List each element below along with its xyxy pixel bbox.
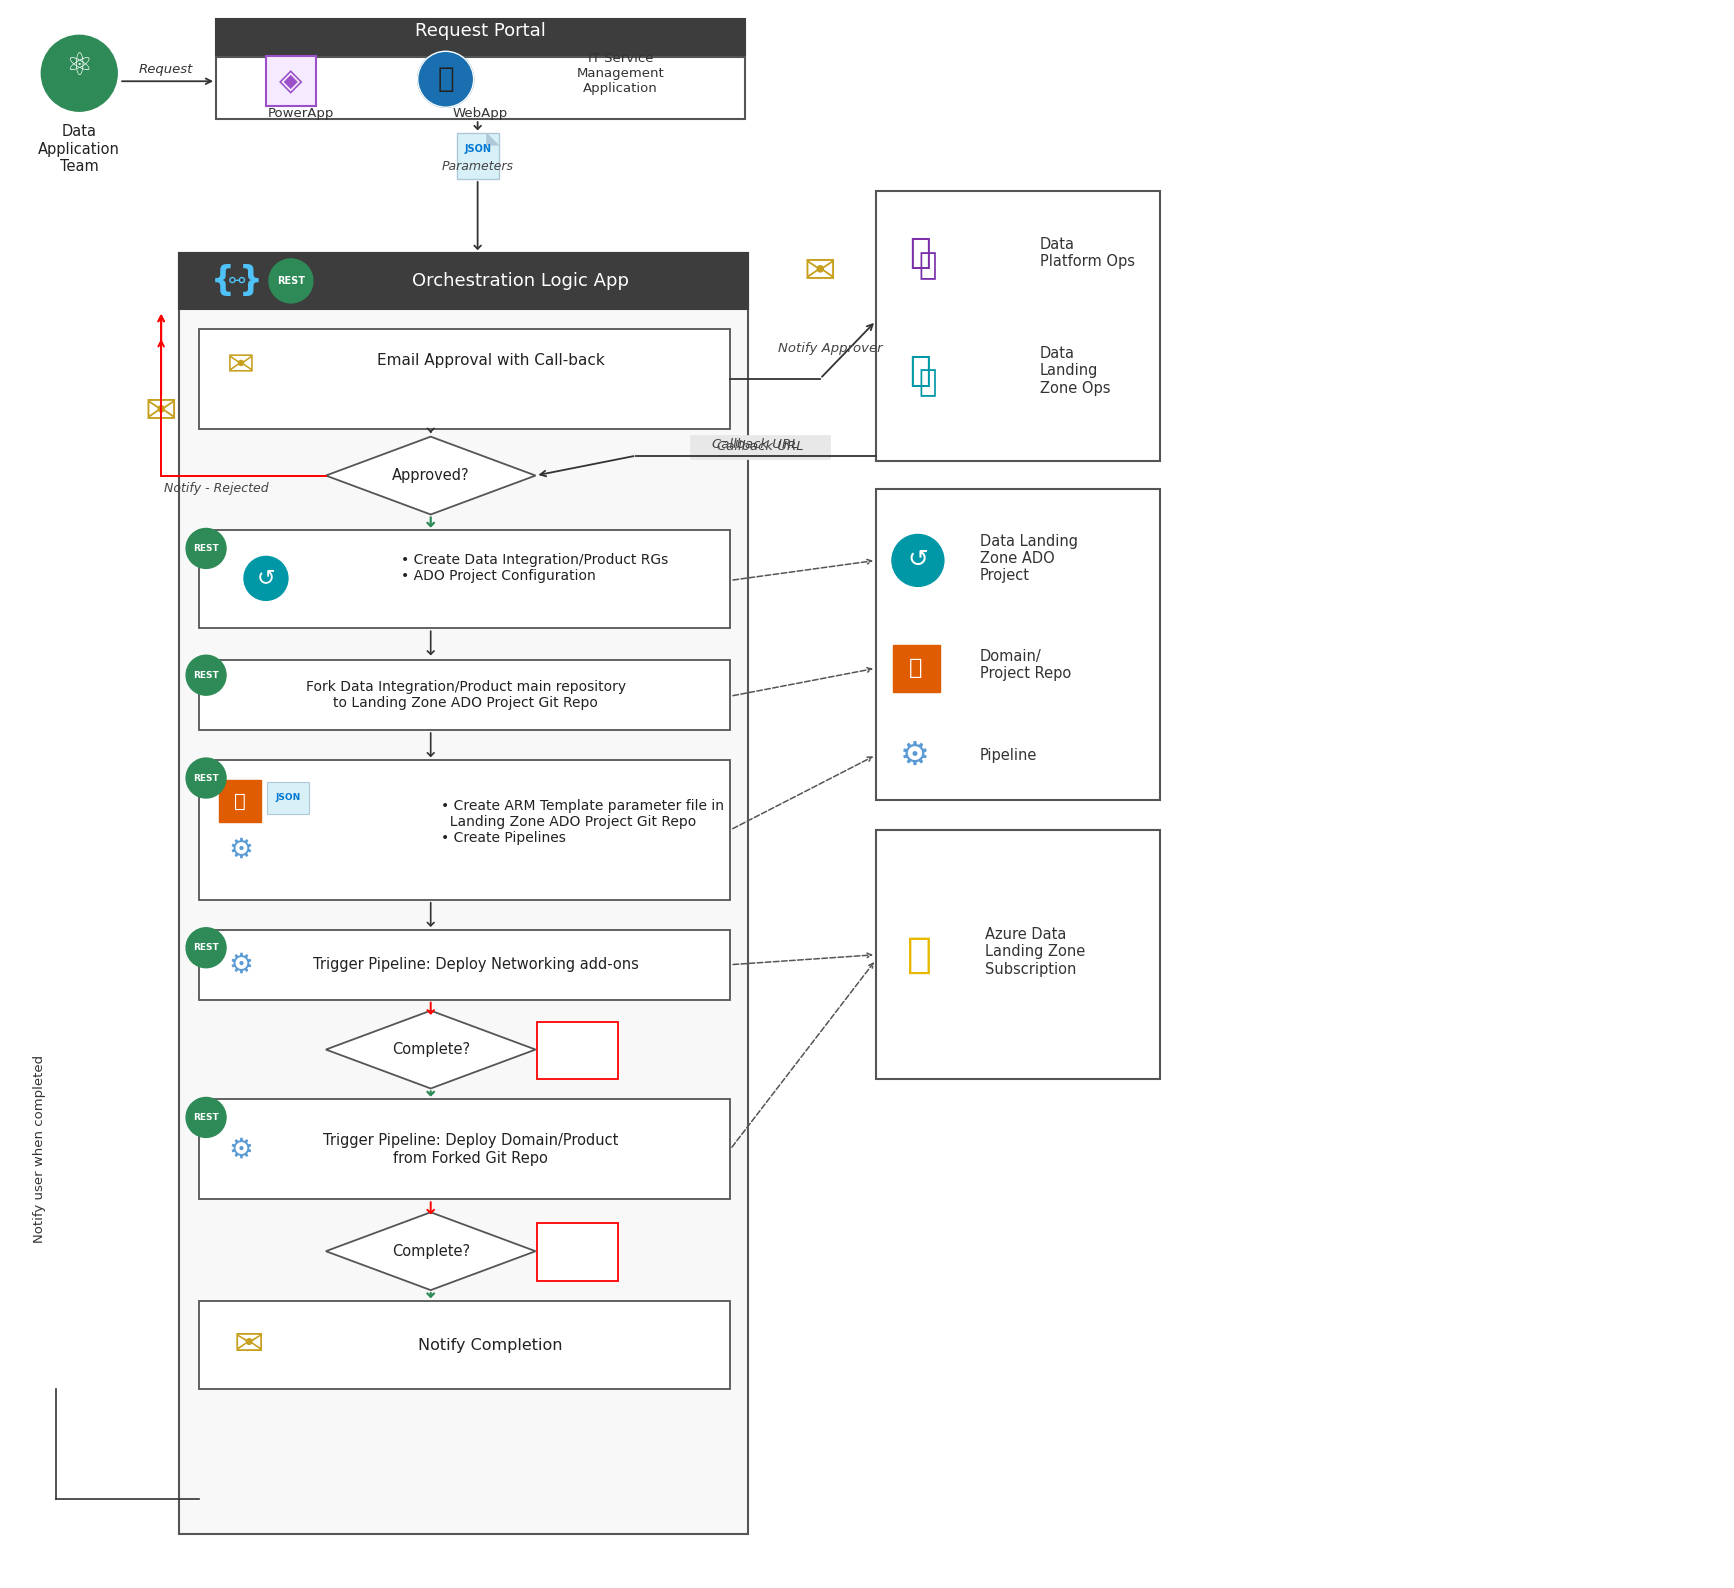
Text: ↺: ↺ — [257, 569, 276, 589]
Text: Fork Data Integration/Product main repository
to Landing Zone ADO Project Git Re: Fork Data Integration/Product main repos… — [305, 680, 626, 710]
Text: 🔑: 🔑 — [907, 934, 933, 975]
Text: Data
Application
Team: Data Application Team — [38, 124, 120, 175]
Text: ⚙: ⚙ — [900, 738, 929, 772]
Text: ⚙: ⚙ — [229, 951, 253, 978]
Bar — [876, 489, 1160, 800]
Polygon shape — [326, 1212, 536, 1289]
Text: ✉: ✉ — [146, 392, 177, 430]
Bar — [199, 661, 730, 730]
Text: 🌐: 🌐 — [437, 65, 454, 94]
Text: Approved?: Approved? — [392, 468, 470, 483]
Text: Callback URL: Callback URL — [713, 438, 798, 451]
Bar — [893, 645, 940, 692]
Text: Notify user when completed: Notify user when completed — [33, 1056, 45, 1243]
Text: PowerApp: PowerApp — [267, 106, 335, 119]
Text: Data
Platform Ops: Data Platform Ops — [1040, 237, 1134, 268]
Text: IT Service
Management
Application: IT Service Management Application — [576, 52, 664, 95]
Text: ◈: ◈ — [279, 67, 303, 95]
Text: REST: REST — [192, 1113, 218, 1123]
Text: }: } — [239, 264, 264, 297]
Polygon shape — [487, 133, 499, 145]
Text: • Create Data Integration/Product RGs
• ADO Project Configuration: • Create Data Integration/Product RGs • … — [401, 553, 668, 583]
Text: JSON: JSON — [465, 145, 491, 154]
Text: REST: REST — [192, 943, 218, 953]
Text: Trigger Pipeline: Deploy Domain/Product
from Forked Git Repo: Trigger Pipeline: Deploy Domain/Product … — [323, 1134, 619, 1166]
Text: REST: REST — [192, 773, 218, 783]
Polygon shape — [326, 1010, 536, 1088]
Text: ⚛: ⚛ — [66, 52, 94, 81]
Bar — [217, 19, 746, 119]
Text: ⚙: ⚙ — [229, 835, 253, 864]
Circle shape — [244, 556, 288, 600]
Text: Notify - Rejected: Notify - Rejected — [163, 483, 269, 495]
Text: Email Approval with Call-back: Email Approval with Call-back — [376, 353, 605, 368]
Text: Request: Request — [139, 64, 192, 76]
Text: REST: REST — [192, 670, 218, 680]
Text: Pipeline: Pipeline — [980, 748, 1037, 762]
Circle shape — [186, 927, 225, 967]
Text: ✉: ✉ — [234, 1328, 264, 1363]
Text: JSON: JSON — [276, 794, 300, 802]
Text: ⑂: ⑂ — [909, 657, 922, 678]
Text: 👤: 👤 — [919, 251, 936, 281]
Bar — [267, 781, 309, 815]
Bar — [536, 1223, 619, 1282]
Text: Data
Landing
Zone Ops: Data Landing Zone Ops — [1040, 346, 1110, 395]
Text: ⚙: ⚙ — [229, 1135, 253, 1164]
Text: {: { — [212, 264, 234, 297]
Text: ✉: ✉ — [227, 349, 255, 383]
Text: Notify Approver: Notify Approver — [779, 343, 883, 356]
Text: Notify Completion: Notify Completion — [418, 1337, 564, 1353]
Text: ⛑: ⛑ — [909, 237, 931, 270]
Bar — [179, 252, 747, 308]
Bar — [876, 191, 1160, 461]
Text: Complete?: Complete? — [392, 1042, 470, 1058]
Text: ⑂: ⑂ — [234, 791, 246, 810]
Circle shape — [418, 51, 473, 108]
Circle shape — [186, 529, 225, 569]
Bar — [456, 133, 499, 179]
Text: Complete?: Complete? — [392, 1243, 470, 1259]
Text: ↺: ↺ — [907, 548, 928, 572]
Bar — [217, 57, 746, 119]
Bar — [199, 329, 730, 429]
Text: Data Landing
Zone ADO
Project: Data Landing Zone ADO Project — [980, 534, 1079, 583]
Circle shape — [42, 35, 118, 111]
Bar — [536, 1021, 619, 1080]
Text: Domain/
Project Repo: Domain/ Project Repo — [980, 649, 1072, 681]
Circle shape — [186, 656, 225, 696]
Text: WebApp: WebApp — [453, 106, 508, 119]
Bar — [218, 780, 262, 823]
Text: ⚯: ⚯ — [229, 272, 244, 291]
Text: Callback URL: Callback URL — [716, 440, 803, 453]
Text: Azure Data
Landing Zone
Subscription: Azure Data Landing Zone Subscription — [985, 927, 1085, 977]
Circle shape — [891, 535, 943, 586]
Polygon shape — [326, 437, 536, 515]
Bar — [265, 56, 316, 106]
Text: REST: REST — [277, 276, 305, 286]
Text: 👤: 👤 — [919, 368, 936, 397]
Text: Parameters: Parameters — [442, 160, 513, 173]
Bar — [199, 761, 730, 900]
Circle shape — [186, 757, 225, 799]
Bar — [876, 831, 1160, 1080]
Bar — [179, 252, 747, 1534]
Text: Trigger Pipeline: Deploy Networking add-ons: Trigger Pipeline: Deploy Networking add-… — [312, 958, 638, 972]
Bar — [199, 530, 730, 629]
Text: REST: REST — [192, 545, 218, 553]
Bar — [199, 1301, 730, 1390]
Circle shape — [269, 259, 312, 303]
Bar — [690, 435, 831, 459]
Text: Orchestration Logic App: Orchestration Logic App — [413, 272, 629, 291]
Text: ⛑: ⛑ — [909, 354, 931, 387]
Text: • Create ARM Template parameter file in
  Landing Zone ADO Project Git Repo
• Cr: • Create ARM Template parameter file in … — [440, 799, 723, 845]
Bar — [217, 19, 746, 57]
Text: ✉: ✉ — [805, 252, 836, 291]
Circle shape — [186, 1097, 225, 1137]
Text: Request Portal: Request Portal — [414, 22, 546, 40]
Bar — [199, 929, 730, 999]
Bar — [199, 1099, 730, 1199]
